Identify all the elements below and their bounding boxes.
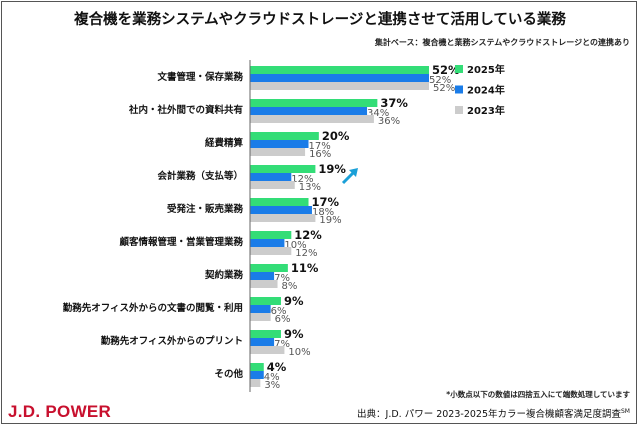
bar-2024年 <box>250 338 275 346</box>
bar-2025年 <box>250 330 281 338</box>
category-label: 顧客情報管理・営業管理業務 <box>119 236 243 248</box>
data-label: 12% <box>295 248 317 259</box>
bar-2023年 <box>250 379 261 387</box>
data-label: 10% <box>284 240 306 251</box>
category-label: 勤務先オフィス外からの文書の閲覧・利用 <box>63 302 243 314</box>
bar-2025年 <box>250 165 316 173</box>
bar-2023年 <box>250 280 278 288</box>
bar-2025年 <box>250 264 288 272</box>
bar-2024年 <box>250 107 368 115</box>
data-label: 17% <box>309 141 331 152</box>
bar-2023年 <box>250 148 306 156</box>
data-label: 4% <box>267 360 287 374</box>
category-label: 経費精算 <box>205 137 244 149</box>
service-mark: SM <box>621 407 630 415</box>
bar-2024年 <box>250 239 285 247</box>
bar-2023年 <box>250 181 295 189</box>
data-label: 10% <box>288 347 310 358</box>
data-label: 8% <box>282 281 298 292</box>
data-label: 19% <box>319 215 341 226</box>
data-label: 34% <box>367 108 389 119</box>
data-label: 16% <box>309 149 331 160</box>
data-label: 52% <box>432 63 460 77</box>
category-label: 会計業務（支払等） <box>157 170 243 182</box>
data-label: 6% <box>275 314 291 325</box>
bar-2024年 <box>250 206 312 214</box>
source-text: 出典：J.D. パワー 2023-2025年カラー複合機顧客満足度調査SM <box>357 406 630 420</box>
bar-2025年 <box>250 66 429 74</box>
bar-2023年 <box>250 346 285 354</box>
legend-label: 2024年 <box>467 84 505 97</box>
legend-swatch <box>455 65 463 73</box>
data-label: 11% <box>291 261 319 275</box>
bar-2025年 <box>250 231 292 239</box>
chart-subtitle: 集計ベース：複合機と業務システムやクラウドストレージとの連携あり <box>374 38 630 47</box>
data-label: 18% <box>312 207 334 218</box>
bar-2025年 <box>250 198 309 206</box>
bar-2023年 <box>250 115 374 123</box>
source-label: 出典：J.D. パワー 2023-2025年カラー複合機顧客満足度調査 <box>357 409 621 420</box>
bar-2025年 <box>250 363 264 371</box>
bar-2024年 <box>250 272 275 280</box>
bar-2023年 <box>250 214 316 222</box>
bar-2025年 <box>250 99 378 107</box>
arrow-up-right-icon <box>341 170 356 185</box>
data-label: 7% <box>274 339 290 350</box>
data-label: 13% <box>299 182 321 193</box>
bar-2024年 <box>250 371 264 379</box>
bar-2023年 <box>250 313 271 321</box>
data-label: 12% <box>291 174 313 185</box>
category-label: 文書管理・保存業務 <box>156 71 243 83</box>
chart-title: 複合機を業務システムやクラウドストレージと連携させて活用している業務 <box>74 12 566 28</box>
jd-power-logo: J.D. POWER <box>8 402 112 421</box>
data-label: 52% <box>429 75 451 86</box>
bar-2023年 <box>250 247 292 255</box>
category-label: 受発注・販売業務 <box>167 203 244 215</box>
bar-2025年 <box>250 132 319 140</box>
data-label: 20% <box>322 129 350 143</box>
data-label: 52% <box>433 83 455 94</box>
data-label: 4% <box>264 372 280 383</box>
bar-2023年 <box>250 82 429 90</box>
data-label: 17% <box>312 195 340 209</box>
data-label: 12% <box>294 228 322 242</box>
arrow-head <box>349 168 358 177</box>
legend-label: 2025年 <box>467 63 505 76</box>
data-label: 19% <box>318 162 346 176</box>
legend-swatch <box>455 106 463 114</box>
data-label: 9% <box>284 294 304 308</box>
bar-2025年 <box>250 297 281 305</box>
data-label: 3% <box>264 380 280 391</box>
data-label: 36% <box>378 116 400 127</box>
bar-2024年 <box>250 140 309 148</box>
data-label: 6% <box>271 306 287 317</box>
bar-2024年 <box>250 173 292 181</box>
category-label: 勤務先オフィス外からのプリント <box>101 335 243 347</box>
footnote: *小数点以下の数値は四捨五入にて端数処理しています <box>446 390 630 399</box>
bar-2024年 <box>250 74 429 82</box>
category-label: 契約業務 <box>204 269 244 281</box>
legend-label: 2023年 <box>467 104 505 117</box>
data-label: 7% <box>274 273 290 284</box>
category-label: その他 <box>214 368 243 380</box>
data-label: 9% <box>284 327 304 341</box>
data-label: 37% <box>380 96 408 110</box>
legend-swatch <box>455 85 463 94</box>
category-label: 社内・社外間での資料共有 <box>128 104 244 116</box>
bar-2024年 <box>250 305 271 313</box>
